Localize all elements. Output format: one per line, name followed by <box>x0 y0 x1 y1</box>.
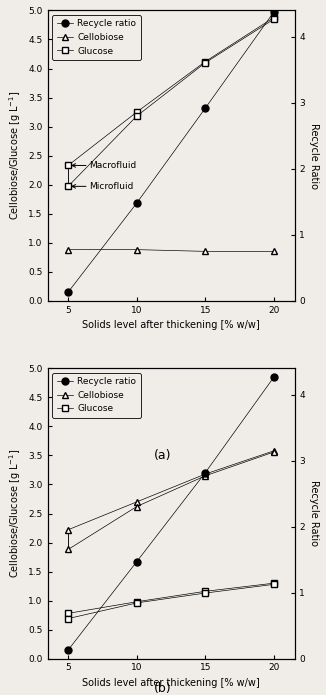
Text: (a): (a) <box>154 449 172 461</box>
Text: Microfluid: Microfluid <box>72 182 133 191</box>
Y-axis label: Recycle Ratio: Recycle Ratio <box>309 480 319 546</box>
Legend: Recycle ratio, Cellobiose, Glucose: Recycle ratio, Cellobiose, Glucose <box>52 15 141 60</box>
X-axis label: Solids level after thickening [% w/w]: Solids level after thickening [% w/w] <box>82 678 260 688</box>
X-axis label: Solids level after thickening [% w/w]: Solids level after thickening [% w/w] <box>82 320 260 330</box>
Text: (b): (b) <box>154 682 172 694</box>
Text: Macrofluid: Macrofluid <box>72 161 136 170</box>
Y-axis label: Cellobiose/Glucose [g L$^{-1}$]: Cellobiose/Glucose [g L$^{-1}$] <box>7 449 23 578</box>
Y-axis label: Recycle Ratio: Recycle Ratio <box>309 122 319 188</box>
Y-axis label: Cellobiose/Glucose [g L$^{-1}$]: Cellobiose/Glucose [g L$^{-1}$] <box>7 91 23 220</box>
Legend: Recycle ratio, Cellobiose, Glucose: Recycle ratio, Cellobiose, Glucose <box>52 373 141 418</box>
